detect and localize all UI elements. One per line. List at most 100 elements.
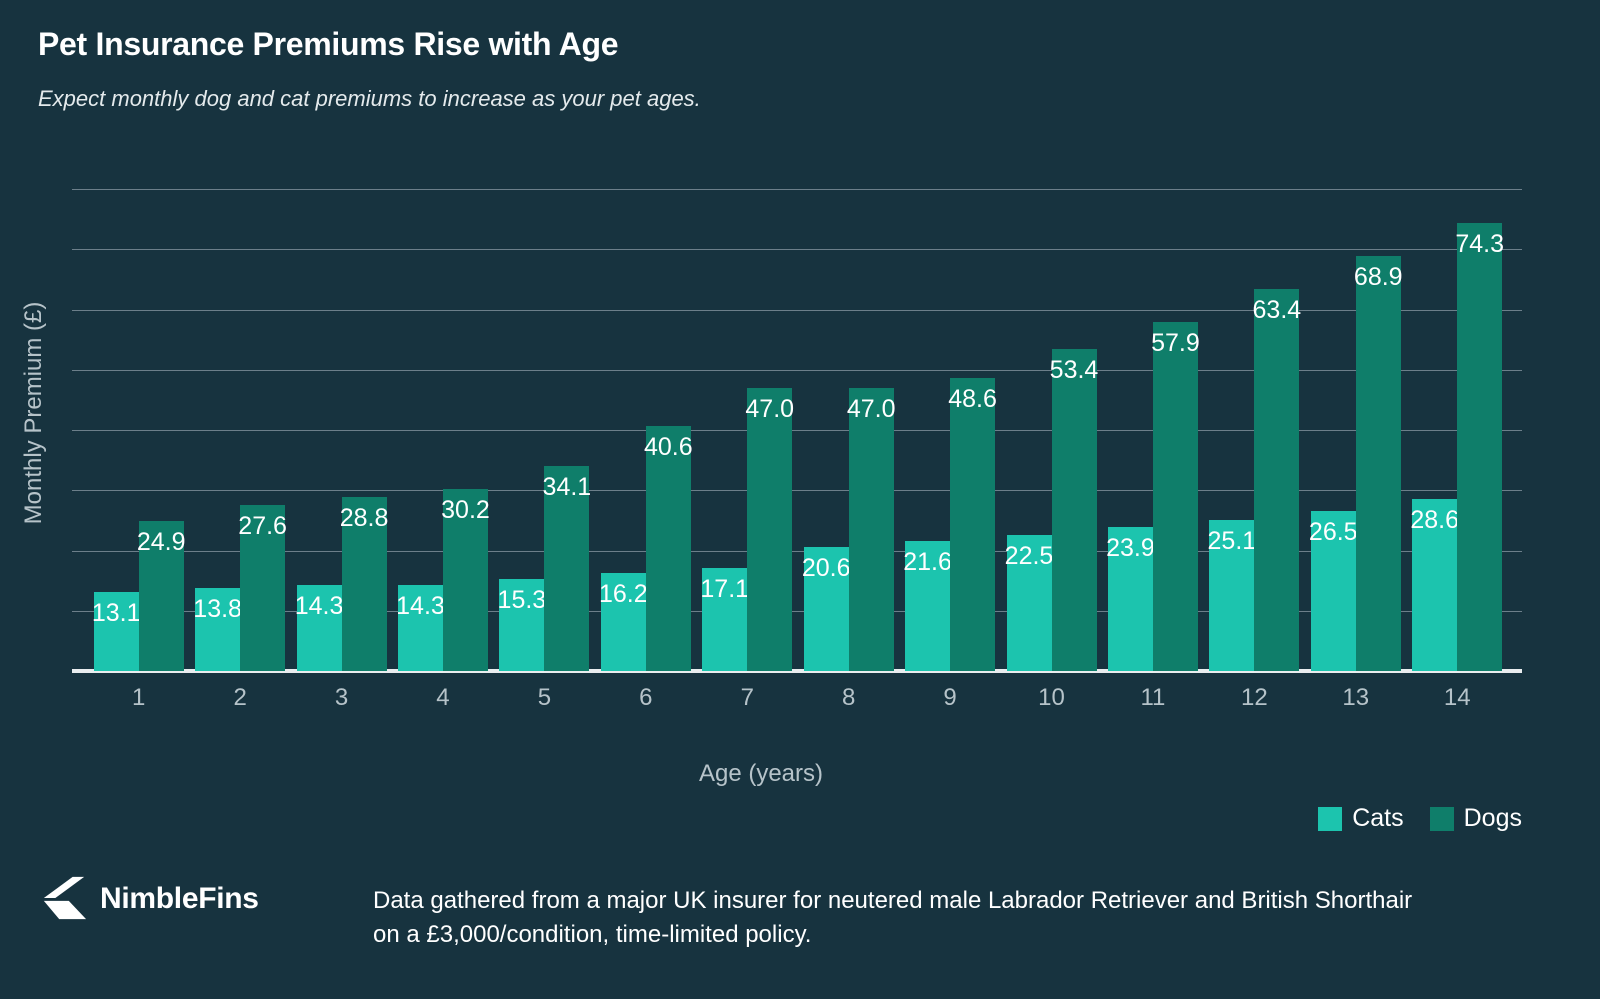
bar-value-label: 25.1: [1207, 527, 1257, 555]
bar-group-age-2: 13.8 27.6: [189, 189, 290, 671]
bar-dogs-age-10: 53.4: [1049, 349, 1099, 671]
gridline-80: [72, 189, 1522, 190]
x-axis-line: [72, 669, 1522, 673]
bar-group-age-6: 16.2 40.6: [595, 189, 696, 671]
bar-dogs-age-8: 47.0: [846, 388, 896, 671]
bar-value-label: 74.3: [1455, 230, 1505, 258]
x-tick-5: 5: [537, 684, 552, 711]
x-tick-13: 13: [1342, 684, 1370, 711]
legend-item-dogs: Dogs: [1429, 804, 1522, 833]
bar-group-age-14: 28.6 74.3: [1406, 189, 1507, 671]
x-tick-8: 8: [841, 684, 856, 711]
bar-cats-age-3: 14.3: [294, 585, 344, 671]
bar-value-label: 21.6: [903, 548, 952, 576]
bar-cats-age-8: 20.6: [801, 547, 851, 671]
bar-group-age-12: 25.1 63.4: [1204, 189, 1305, 671]
bar-dogs-age-1: 24.9: [136, 521, 186, 671]
bar-value-label: 30.2: [441, 496, 490, 524]
gridline-20: [72, 551, 1522, 552]
nimblefins-fin-icon: [43, 876, 87, 920]
bar-group-age-8: 20.6 47.0: [798, 189, 899, 671]
gridline-70: [72, 249, 1522, 250]
gridline-60: [72, 310, 1522, 311]
bar-value-label: 28.8: [339, 504, 389, 532]
bar-dogs-age-4: 30.2: [441, 489, 490, 671]
bar-cats-age-10: 22.5: [1004, 535, 1054, 671]
bar-value-label: 24.9: [136, 528, 186, 556]
x-tick-6: 6: [639, 684, 653, 711]
bar-value-label: 26.5: [1308, 518, 1358, 546]
legend-label-dogs: Dogs: [1463, 804, 1522, 832]
x-tick-2: 2: [233, 684, 247, 711]
bar-dogs-age-13: 68.9: [1353, 256, 1403, 671]
bar-value-label: 34.1: [542, 473, 592, 501]
legend-item-cats: Cats: [1318, 804, 1404, 833]
bar-value-label: 47.0: [745, 395, 795, 423]
legend: Cats Dogs: [1318, 804, 1522, 833]
bar-value-label: 48.6: [948, 385, 997, 413]
bar-value-label: 20.6: [801, 554, 851, 582]
x-tick-7: 7: [740, 684, 754, 711]
gridline-40: [72, 430, 1522, 431]
bar-cats-age-5: 15.3: [498, 579, 546, 671]
bar-dogs-age-9: 48.6: [948, 378, 997, 671]
bar-group-age-4: 14.3 30.2: [392, 189, 493, 671]
source-caption: Data gathered from a major UK insurer fo…: [373, 887, 1413, 948]
bar-cats-age-13: 26.5: [1308, 511, 1358, 671]
bar-cats-age-4: 14.3: [396, 585, 445, 671]
bar-group-age-10: 22.5 53.4: [1001, 189, 1102, 671]
bar-dogs-age-7: 47.0: [745, 388, 795, 671]
gridline-10: [72, 611, 1522, 612]
x-tick-9: 9: [943, 684, 957, 711]
bar-value-label: 14.3: [294, 592, 344, 620]
x-tick-14: 14: [1443, 684, 1471, 711]
bar-dogs-age-5: 34.1: [542, 466, 592, 671]
bar-value-label: 53.4: [1049, 356, 1099, 384]
gridline-30: [72, 490, 1522, 491]
bar-cats-age-2: 13.8: [193, 588, 242, 671]
bar-series-container: 13.1 24.9 13.8 27.6 14.3 28.8 14.3 30.2 15.3 34.1…: [88, 189, 1508, 671]
bar-value-label: 16.2: [598, 580, 648, 608]
x-tick-12: 12: [1241, 684, 1268, 711]
plot-area: 13.1 24.9 13.8 27.6 14.3 28.8 14.3 30.2 15.3 34.1…: [72, 189, 1522, 673]
bar-value-label: 28.6: [1410, 506, 1460, 534]
bar-value-label: 68.9: [1353, 263, 1403, 291]
bar-dogs-age-11: 57.9: [1151, 322, 1200, 671]
bar-group-age-13: 26.5 68.9: [1305, 189, 1406, 671]
bar-cats-age-11: 23.9: [1106, 527, 1155, 671]
x-tick-10: 10: [1038, 684, 1065, 711]
legend-swatch-dogs-icon: [1429, 806, 1454, 831]
bar-value-label: 47.0: [846, 395, 896, 423]
x-axis-title: Age (years): [698, 760, 824, 787]
chart-subtitle: Expect monthly dog and cat premiums to i…: [38, 86, 701, 111]
gridline-50: [72, 370, 1522, 371]
bar-value-label: 22.5: [1004, 542, 1054, 570]
bar-value-label: 63.4: [1252, 296, 1302, 324]
brand-lockup: NimbleFins: [40, 876, 259, 922]
x-tick-4: 4: [436, 684, 450, 711]
bar-value-label: 17.1: [700, 575, 750, 603]
bar-cats-age-7: 17.1: [700, 568, 750, 671]
legend-swatch-cats-icon: [1318, 806, 1343, 831]
bar-cats-age-6: 16.2: [598, 573, 648, 671]
x-tick-3: 3: [334, 684, 349, 711]
x-tick-11: 11: [1140, 684, 1166, 711]
bar-group-age-11: 23.9 57.9: [1102, 189, 1203, 671]
bar-dogs-age-2: 27.6: [238, 505, 287, 671]
x-tick-1: 1: [132, 684, 146, 711]
bar-group-age-1: 13.1 24.9: [88, 189, 189, 671]
bar-dogs-age-14: 74.3: [1455, 223, 1505, 671]
chart-title: Pet Insurance Premiums Rise with Age: [38, 26, 619, 62]
bar-group-age-9: 21.6 48.6: [899, 189, 1000, 671]
bar-value-label: 13.1: [91, 599, 141, 627]
bar-dogs-age-12: 63.4: [1252, 289, 1302, 671]
x-axis-ticks: 1 2 3 4 5 6 7 8 9 10 11 12 13 14: [88, 684, 1508, 712]
bar-dogs-age-6: 40.6: [644, 426, 693, 671]
bar-group-age-5: 15.3 34.1: [494, 189, 595, 671]
bar-value-label: 14.3: [396, 592, 445, 620]
bar-value-label: 27.6: [238, 512, 287, 540]
bar-group-age-7: 17.1 47.0: [697, 189, 798, 671]
legend-label-cats: Cats: [1352, 804, 1404, 832]
brand-name: NimbleFins: [100, 882, 259, 915]
